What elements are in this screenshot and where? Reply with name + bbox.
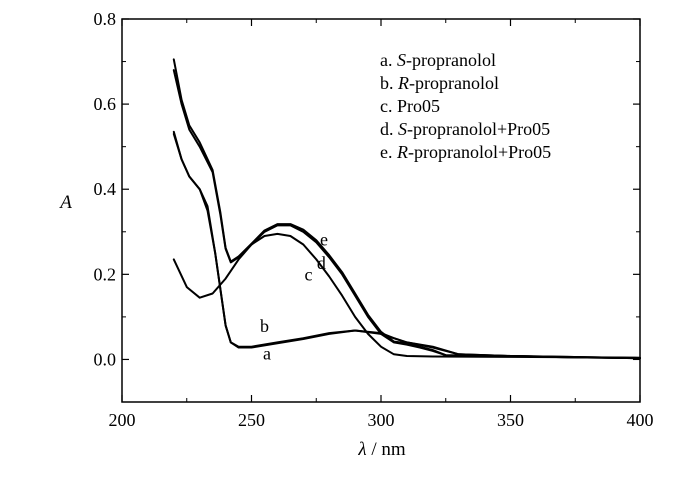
x-axis-label: λ / nm bbox=[357, 439, 406, 460]
ticks-layer: 200 250 300 350 400 0.0 0.2 0.4 0.6 0.8 bbox=[94, 9, 654, 430]
legend-entry: d. S-propranolol+Pro05 bbox=[380, 119, 550, 139]
legend-entry: a. S-propranolol bbox=[380, 50, 496, 70]
series-layer bbox=[172, 58, 641, 360]
x-tick-label: 300 bbox=[368, 410, 395, 430]
legend-entry: c. Pro05 bbox=[380, 96, 440, 116]
x-tick-label: 400 bbox=[627, 410, 654, 430]
y-tick-label: 0.0 bbox=[94, 349, 117, 369]
y-tick-label: 0.2 bbox=[94, 264, 117, 284]
curve-label-c: c bbox=[304, 265, 312, 285]
curve-label-a: a bbox=[263, 343, 271, 363]
legend-entry: b. R-propranolol bbox=[380, 73, 499, 93]
series-line-b bbox=[172, 132, 641, 360]
y-tick-label: 0.8 bbox=[94, 9, 117, 29]
series-line-c bbox=[172, 232, 641, 359]
y-tick-label: 0.4 bbox=[94, 179, 117, 199]
curve-labels-layer: ab cde bbox=[260, 229, 328, 363]
x-axis-label-unit: / nm bbox=[367, 439, 406, 460]
curve-label-b: b bbox=[260, 316, 269, 336]
y-axis-label: A bbox=[58, 192, 72, 213]
series-line-e bbox=[172, 58, 641, 360]
y-tick-label: 0.6 bbox=[94, 94, 117, 114]
x-tick-label: 200 bbox=[109, 410, 136, 430]
curve-label-e: e bbox=[320, 229, 328, 249]
series-line-a bbox=[172, 130, 641, 360]
x-axis-label-symbol: λ bbox=[357, 439, 366, 460]
curve-label-d: d bbox=[317, 253, 326, 273]
legend-entry: e. R-propranolol+Pro05 bbox=[380, 142, 551, 162]
x-tick-label: 250 bbox=[238, 410, 265, 430]
legend: a. S-propranolol b. R-propranolol c. Pro05… bbox=[380, 50, 551, 162]
x-tick-label: 350 bbox=[497, 410, 524, 430]
